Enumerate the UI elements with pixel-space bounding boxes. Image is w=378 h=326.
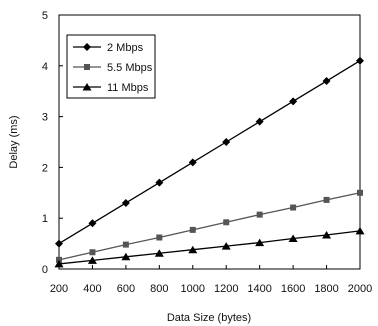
legend-label: 5.5 Mbps xyxy=(107,62,153,74)
series-line-3 xyxy=(58,230,361,265)
legend-items: 2 Mbps 5.5 Mbps 11 Mbps xyxy=(73,42,153,94)
data-point-triangle xyxy=(87,256,97,264)
x-tick-label: 600 xyxy=(117,283,135,295)
y-tick-label: 2 xyxy=(42,162,48,174)
data-point-square xyxy=(357,189,363,196)
x-tick-label: 1200 xyxy=(214,283,238,295)
y-tick-label: 3 xyxy=(42,112,48,124)
x-tick-label: 400 xyxy=(83,283,101,295)
data-point-square xyxy=(122,241,129,248)
data-point-diamond xyxy=(55,239,63,248)
x-tick-label: 200 xyxy=(50,283,68,295)
y-tick-label: 4 xyxy=(42,61,48,73)
series-line-2 xyxy=(58,192,361,261)
data-point-triangle xyxy=(188,245,198,254)
x-tick-label: 1800 xyxy=(314,283,338,295)
data-point-square xyxy=(56,256,62,263)
data-point-diamond xyxy=(289,97,298,106)
data-point-triangle xyxy=(288,234,298,243)
legend-marker-diamond xyxy=(83,43,91,51)
legend-label: 2 Mbps xyxy=(107,42,144,54)
x-tick-label: 800 xyxy=(150,283,168,295)
data-point-triangle xyxy=(121,252,131,261)
data-point-diamond xyxy=(88,219,97,228)
data-point-triangle xyxy=(54,259,64,268)
x-tick-label: 1600 xyxy=(281,283,305,295)
data-point-square xyxy=(89,249,96,256)
legend: 2 Mbps 5.5 Mbps 11 Mbps xyxy=(66,34,156,99)
plot-area-frame xyxy=(58,14,361,270)
data-point-diamond xyxy=(222,138,231,146)
x-axis-ticks: 200 400 600 800 1000 1200 1400 1600 1800 2000 xyxy=(50,265,372,295)
data-point-diamond xyxy=(121,198,130,207)
x-tick-label: 2000 xyxy=(348,283,372,295)
data-point-square xyxy=(156,234,163,241)
x-axis-label: Data Size (bytes) xyxy=(167,312,251,324)
data-point-diamond xyxy=(322,77,331,86)
data-point-diamond xyxy=(255,117,264,126)
y-axis-label: Delay (ms) xyxy=(8,115,20,168)
series-layer xyxy=(54,56,365,268)
data-point-triangle xyxy=(355,226,365,235)
data-point-diamond xyxy=(356,56,364,65)
data-point-diamond xyxy=(155,178,164,187)
y-tick-label: 5 xyxy=(42,10,48,22)
legend-marker-triangle xyxy=(82,83,92,91)
data-point-square xyxy=(323,196,330,203)
legend-label: 11 Mbps xyxy=(107,82,149,94)
legend-marker-square xyxy=(84,64,90,70)
data-point-triangle xyxy=(221,242,231,250)
data-point-square xyxy=(189,226,196,233)
series-line-1 xyxy=(58,60,361,245)
data-point-diamond xyxy=(188,158,197,167)
data-point-square xyxy=(223,219,230,226)
data-point-square xyxy=(256,211,263,218)
y-tick-label: 1 xyxy=(42,213,48,225)
data-point-triangle xyxy=(154,249,164,257)
data-point-triangle xyxy=(322,230,332,239)
x-tick-label: 1400 xyxy=(247,283,271,295)
data-point-square xyxy=(290,204,297,211)
y-axis-ticks: 0 1 2 3 4 5 xyxy=(42,10,63,276)
x-tick-label: 1000 xyxy=(181,283,205,295)
y-tick-label: 0 xyxy=(42,264,48,276)
data-point-triangle xyxy=(255,238,265,247)
